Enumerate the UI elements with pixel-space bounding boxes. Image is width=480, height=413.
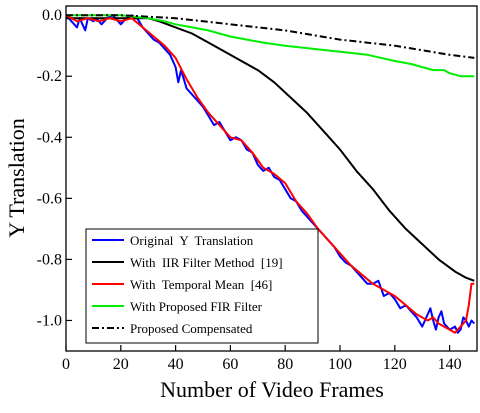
legend-label-0: Original Y Translation — [130, 233, 254, 248]
x-tick-label: 20 — [113, 356, 129, 373]
series-line-3 — [66, 14, 475, 78]
x-tick-label: 100 — [328, 356, 352, 373]
x-tick-label: 60 — [222, 356, 238, 373]
series-line-2 — [65, 14, 475, 334]
legend: Original Y Translation With IIR Filter Me… — [85, 228, 319, 344]
y-tick-label: -0.2 — [37, 68, 62, 85]
series-line-4 — [66, 14, 475, 59]
y-tick-label: -0.4 — [37, 129, 62, 146]
plot-frame — [65, 5, 478, 352]
y-axis-title: Y Translation — [4, 118, 29, 238]
legend-label-2: With Temporal Mean [46] — [130, 277, 272, 292]
series-line-1 — [66, 17, 475, 282]
tick-layer: 0 20 40 60 80 100 120 140 0.0 -0.2 -0.4 -0.6 -0.8 -1.… — [37, 7, 462, 373]
y-tick-label: -1.0 — [37, 312, 62, 329]
legend-box — [85, 228, 319, 344]
x-tick-label: 140 — [438, 356, 462, 373]
legend-label-4: Proposed Compensated — [130, 321, 253, 336]
legend-label-3: With Proposed FIR Filter — [130, 299, 263, 314]
series-layer — [65, 14, 476, 334]
x-tick-label: 40 — [168, 356, 184, 373]
y-tick-label: -0.8 — [37, 251, 62, 268]
y-tick-label: -0.6 — [37, 190, 62, 207]
x-axis-title: Number of Video Frames — [160, 377, 384, 402]
legend-label-1: With IIR Filter Method [19] — [130, 255, 283, 270]
x-tick-label: 80 — [277, 356, 293, 373]
x-tick-label: 0 — [62, 356, 70, 373]
y-tick-label: 0.0 — [42, 7, 62, 24]
x-tick-label: 120 — [383, 356, 407, 373]
